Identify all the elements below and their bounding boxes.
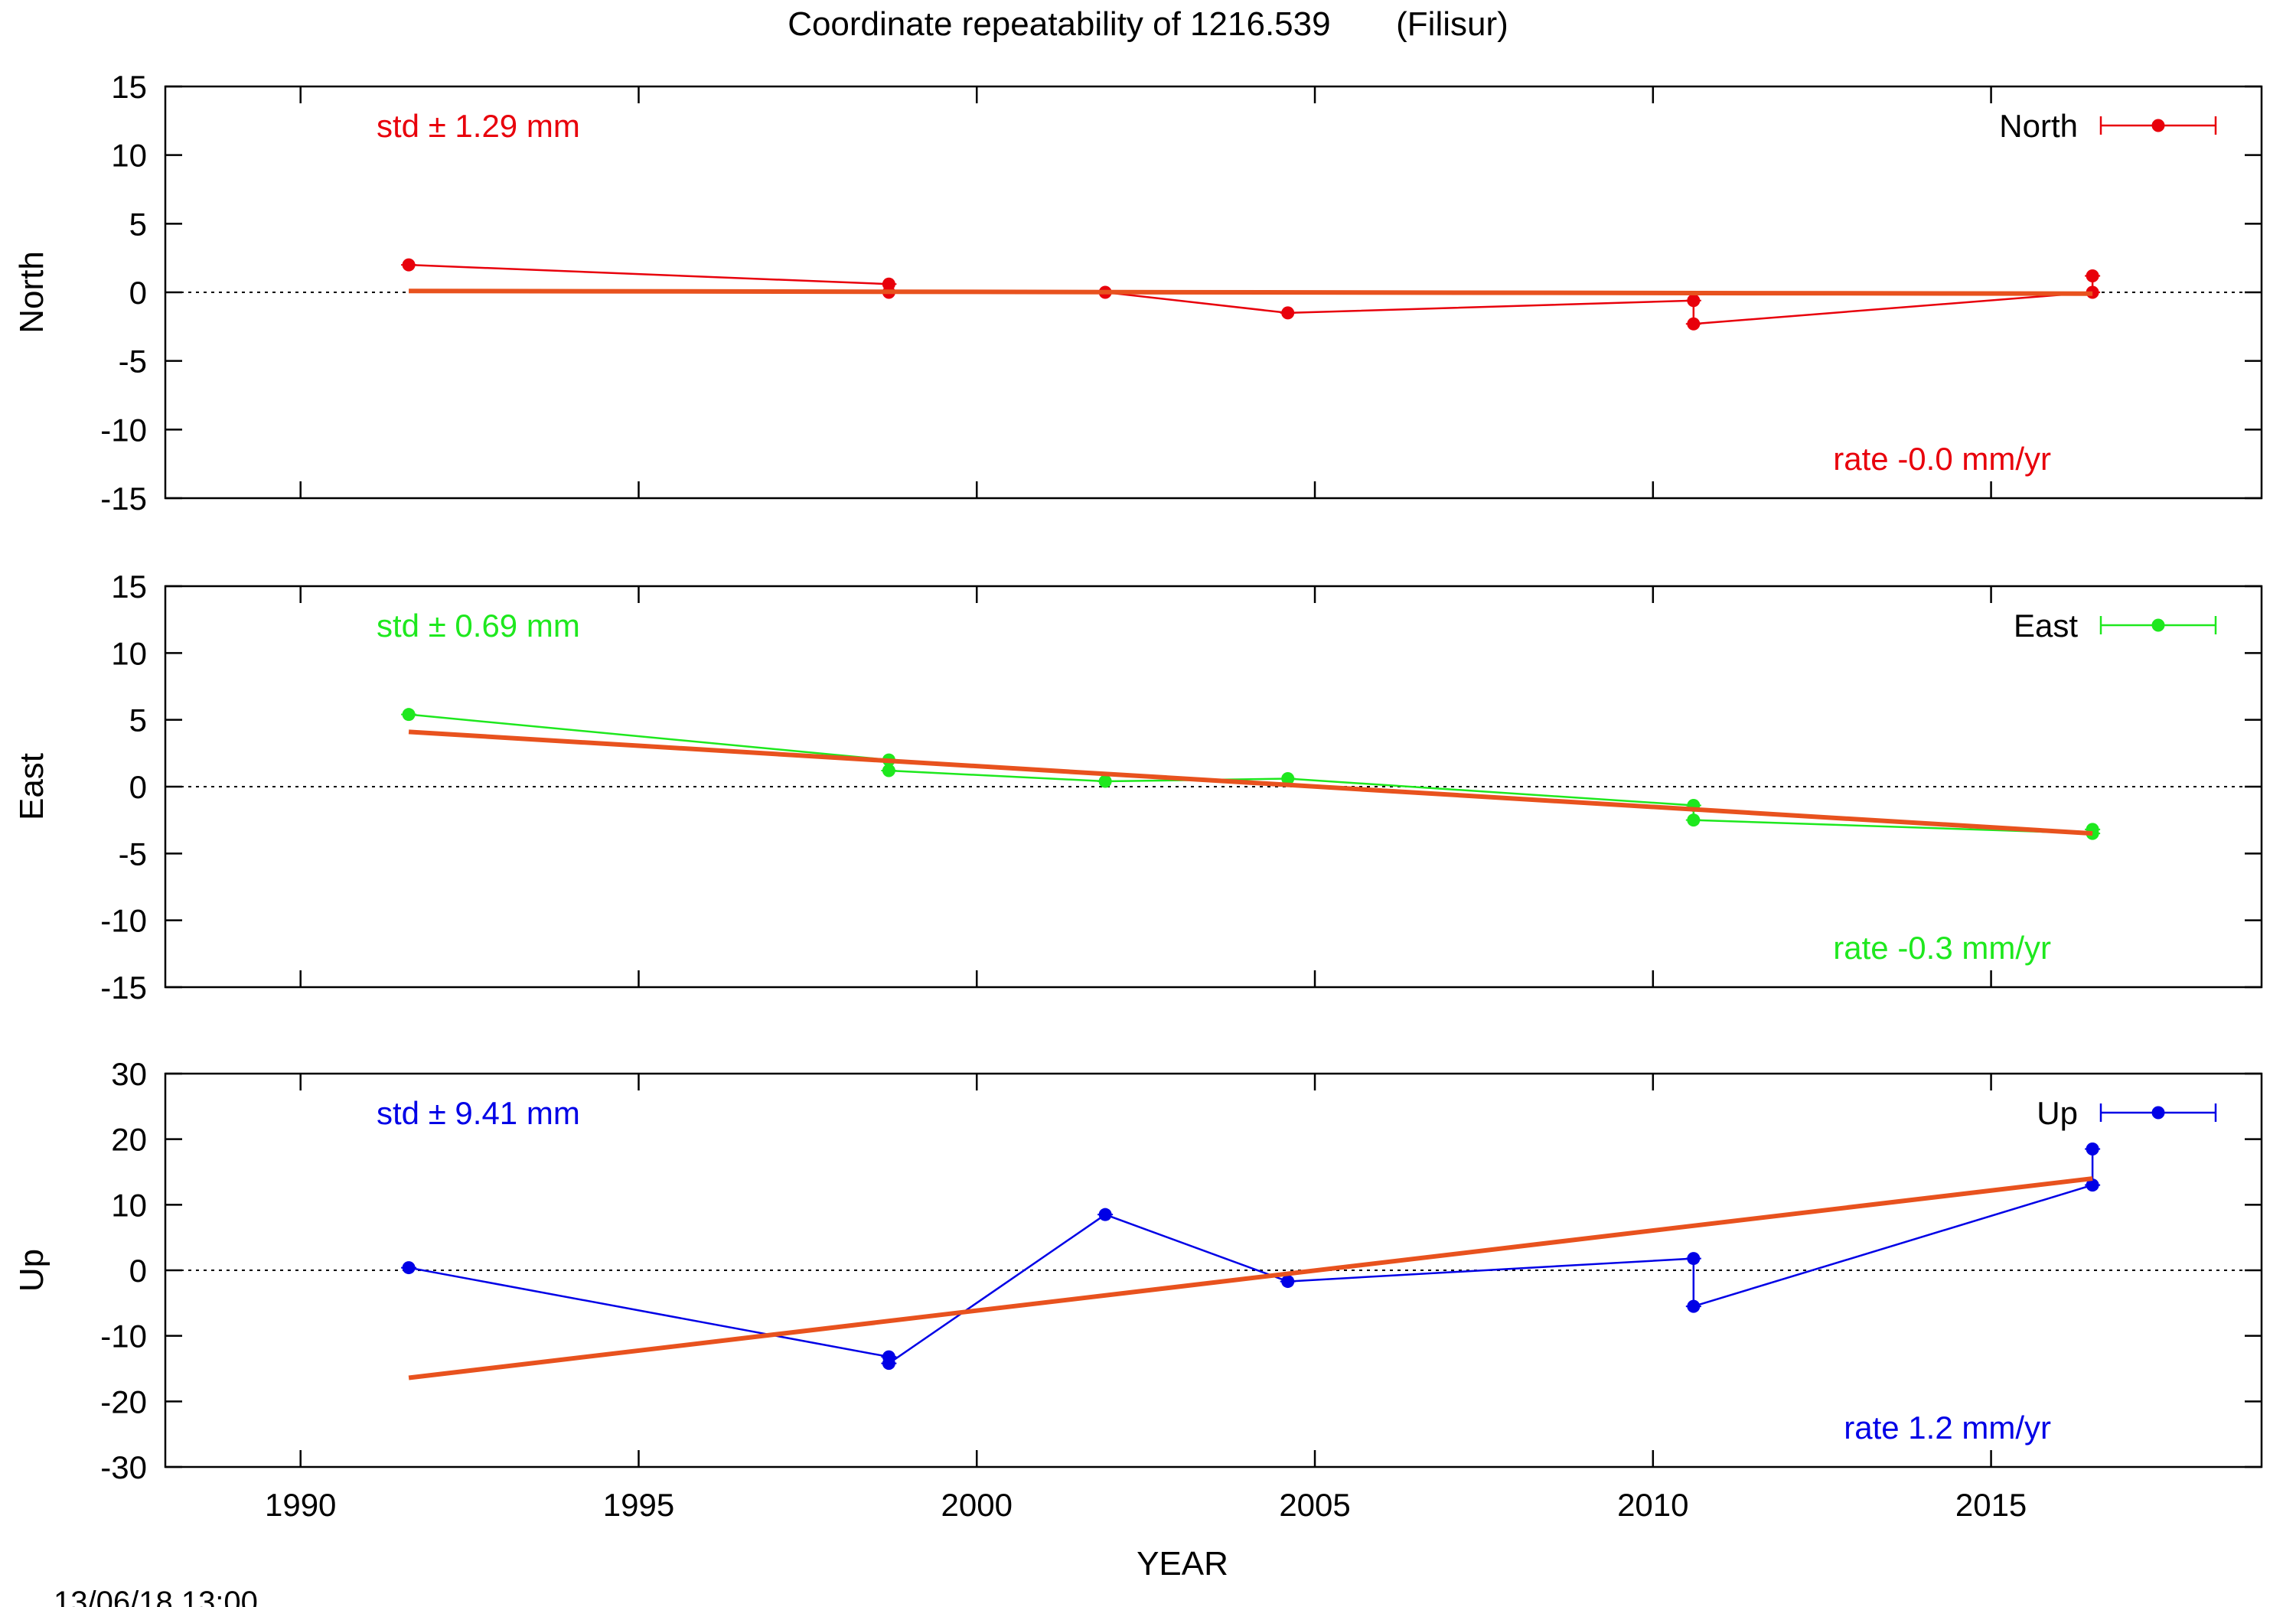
y-tick-label: -10 bbox=[100, 903, 147, 939]
std-label: std ± 0.69 mm bbox=[377, 608, 580, 644]
data-point bbox=[2086, 269, 2099, 282]
data-point bbox=[1687, 813, 1701, 827]
y-tick-label: -10 bbox=[100, 412, 147, 448]
data-point bbox=[402, 258, 416, 272]
plot-frame bbox=[164, 1072, 2263, 1468]
y-tick-label: 10 bbox=[111, 138, 147, 174]
x-tick-label: 2005 bbox=[1279, 1487, 1350, 1523]
data-point bbox=[1281, 772, 1295, 786]
y-tick-label: 10 bbox=[111, 1187, 147, 1223]
plot-frame bbox=[164, 85, 2263, 500]
panel-north: 15 10 5 0 -5 -10 -15 North std ± 1.29 mm rate -0.… bbox=[13, 69, 2263, 517]
x-tick-label: 1990 bbox=[265, 1487, 336, 1523]
y-tick-label: 0 bbox=[129, 769, 147, 805]
y-tick-label: -30 bbox=[100, 1449, 147, 1485]
y-axis-label: Up bbox=[13, 1249, 51, 1292]
y-axis-label: North bbox=[13, 251, 51, 334]
trend-line bbox=[408, 729, 2093, 836]
data-point bbox=[1098, 1208, 1112, 1221]
series-line-east bbox=[408, 713, 2094, 835]
plot-frame bbox=[164, 585, 2263, 989]
panels: 15 10 5 0 -5 -10 -15 North std ± 1.29 mm rate -0.… bbox=[13, 69, 2263, 1523]
y-tick-label: -15 bbox=[100, 481, 147, 517]
x-tick-label: 2000 bbox=[941, 1487, 1013, 1523]
data-point bbox=[1098, 774, 1112, 788]
rate-label: rate -0.0 mm/yr bbox=[1833, 441, 2051, 477]
y-tick-label: -5 bbox=[119, 344, 147, 380]
y-tick-label: 0 bbox=[129, 1253, 147, 1289]
legend-label: East bbox=[2014, 608, 2078, 644]
rate-label: rate 1.2 mm/yr bbox=[1844, 1410, 2051, 1446]
x-tick-label: 2010 bbox=[1617, 1487, 1688, 1523]
y-tick-label: -15 bbox=[100, 970, 147, 1006]
panel-up: 30 20 10 0 -10 -20 -30 Up std ± 9.41 mm rate 1.2 … bbox=[13, 1056, 2263, 1485]
y-tick-label: 5 bbox=[129, 702, 147, 738]
std-label: std ± 9.41 mm bbox=[377, 1095, 580, 1131]
y-tick-label: 10 bbox=[111, 635, 147, 671]
data-point bbox=[402, 708, 416, 722]
data-point bbox=[1281, 1275, 1295, 1289]
y-tick-label: 0 bbox=[129, 275, 147, 311]
y-tick-label: -5 bbox=[119, 836, 147, 872]
data-point bbox=[2086, 1178, 2099, 1192]
legend-marker bbox=[2151, 618, 2165, 632]
data-point bbox=[1687, 294, 1701, 308]
y-tick-label: 15 bbox=[111, 69, 147, 105]
y-tick-label: -20 bbox=[100, 1384, 147, 1420]
data-point bbox=[402, 1261, 416, 1275]
legend-label: North bbox=[1999, 108, 2078, 144]
legend-label: Up bbox=[2037, 1095, 2078, 1131]
timestamp: 13/06/18 13:00 bbox=[54, 1586, 258, 1607]
rate-label: rate -0.3 mm/yr bbox=[1833, 930, 2051, 966]
series-line-up bbox=[408, 1149, 2094, 1366]
x-tick-label: 1995 bbox=[603, 1487, 674, 1523]
data-point bbox=[1687, 1252, 1701, 1266]
data-point bbox=[882, 1357, 895, 1371]
x-tick-label: 2015 bbox=[1955, 1487, 2027, 1523]
data-point bbox=[2086, 1143, 2099, 1156]
y-tick-label: 15 bbox=[111, 569, 147, 605]
trend-line bbox=[408, 1176, 2093, 1380]
y-tick-label: -10 bbox=[100, 1319, 147, 1354]
panel-east: 15 10 5 0 -5 -10 -15 East std ± 0.69 mm rate -0.3… bbox=[13, 569, 2263, 1006]
data-point bbox=[1281, 306, 1295, 320]
data-point bbox=[1687, 1299, 1701, 1313]
std-label: std ± 1.29 mm bbox=[377, 108, 580, 144]
y-tick-label: 30 bbox=[111, 1056, 147, 1092]
y-axis-label: East bbox=[13, 753, 51, 820]
trend-line bbox=[409, 288, 2093, 296]
y-tick-label: 5 bbox=[129, 206, 147, 242]
chart-title: Coordinate repeatability of 1216.539 (Fi… bbox=[788, 5, 1508, 43]
x-axis-label: YEAR bbox=[1137, 1545, 1228, 1583]
y-tick-label: 20 bbox=[111, 1122, 147, 1158]
data-point bbox=[1687, 317, 1701, 331]
data-point bbox=[882, 764, 895, 777]
legend-marker bbox=[2151, 1106, 2165, 1120]
legend-marker bbox=[2151, 119, 2165, 132]
